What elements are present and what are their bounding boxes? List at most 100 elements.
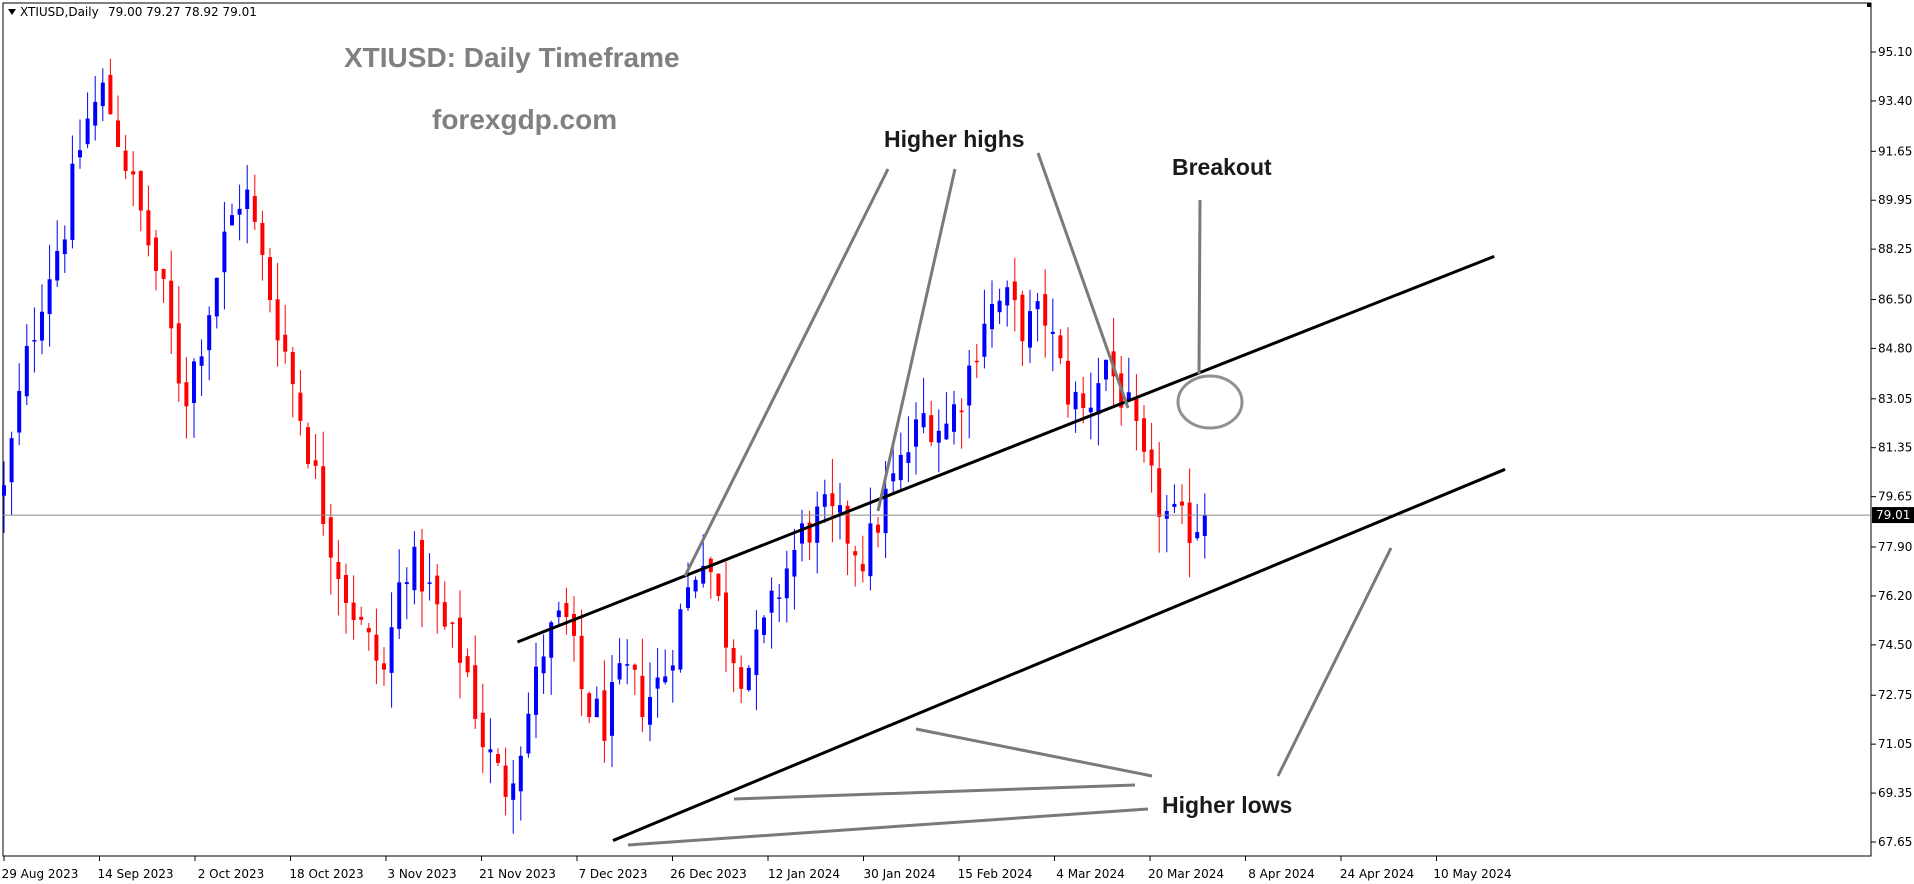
candle-body: [876, 524, 880, 533]
candle: [1088, 372, 1093, 440]
candle-body: [93, 101, 98, 126]
plot-area: [2, 2, 1872, 857]
candle: [762, 615, 766, 644]
candle: [754, 610, 759, 711]
candle: [192, 358, 196, 438]
candle-body: [549, 622, 554, 658]
candle-body: [1180, 501, 1184, 506]
candle-body: [1195, 532, 1200, 539]
y-tick-label: 67.65: [1878, 835, 1912, 849]
candle-body: [807, 522, 812, 543]
breakout-pointer: [1197, 199, 1202, 375]
candle: [290, 346, 295, 418]
candle: [807, 510, 812, 561]
candle: [93, 76, 98, 141]
candle-body: [351, 602, 356, 621]
candle: [252, 174, 257, 230]
candle: [724, 561, 728, 673]
x-tick-label: 20 Mar 2024: [1148, 867, 1224, 881]
candle: [458, 590, 462, 699]
candle: [1172, 484, 1177, 514]
candle: [55, 220, 60, 287]
candle: [480, 683, 485, 774]
candle-body: [1088, 407, 1093, 413]
candle-body: [693, 579, 698, 592]
candle-body: [518, 755, 523, 792]
candle: [351, 575, 356, 640]
candle: [176, 286, 181, 402]
candle: [420, 528, 424, 628]
higher-lows-label: Higher lows: [1162, 792, 1292, 818]
candle-body: [572, 613, 576, 636]
candle: [328, 503, 333, 595]
candle-body: [898, 454, 903, 481]
candle: [1035, 292, 1040, 342]
candle: [731, 639, 736, 693]
candle: [625, 639, 630, 685]
candle-body: [784, 568, 789, 599]
candle-body: [397, 582, 402, 629]
x-tick-label: 7 Dec 2023: [578, 867, 647, 881]
chart-title: XTIUSD: Daily Timeframe: [344, 42, 680, 73]
candle-body: [313, 460, 318, 466]
candle-body: [328, 517, 333, 558]
candle-body: [1172, 503, 1177, 507]
candle-body: [541, 656, 546, 674]
candle: [313, 434, 318, 480]
candle-body: [731, 647, 736, 664]
lower-channel-line: [612, 467, 1506, 842]
candle-body: [1202, 515, 1207, 537]
higher-lows-pointer-3: [627, 807, 1149, 847]
candle: [1187, 468, 1192, 578]
candle-body: [792, 549, 797, 577]
candle: [534, 642, 538, 739]
candle: [1066, 327, 1070, 418]
candle: [670, 649, 675, 703]
symbol-dropdown-icon[interactable]: [8, 9, 16, 15]
candle: [450, 621, 455, 648]
higher-highs-pointer-3: [1036, 152, 1130, 409]
candle-body: [610, 682, 614, 736]
candle-body: [404, 582, 409, 585]
breakout-label: Breakout: [1172, 154, 1272, 180]
candle-body: [252, 195, 257, 222]
candle: [199, 339, 204, 396]
candle: [1142, 405, 1146, 463]
candle-body: [777, 597, 782, 599]
candle-body: [154, 237, 158, 271]
candle: [161, 268, 166, 303]
candle: [100, 68, 105, 122]
candle-body: [344, 575, 348, 603]
candle-body: [556, 610, 561, 618]
candle: [260, 210, 265, 281]
candle-body: [442, 602, 447, 627]
candle: [404, 567, 409, 620]
candle: [374, 608, 379, 685]
candle-body: [678, 609, 683, 670]
y-tick-label: 77.90: [1878, 540, 1912, 554]
candle-body: [914, 419, 918, 447]
candle-body: [1058, 335, 1063, 359]
current-price-box: [1872, 507, 1914, 524]
candle: [389, 592, 394, 708]
candle-body: [1081, 393, 1086, 409]
candle-body: [845, 505, 850, 544]
candle: [496, 748, 500, 767]
x-tick-label: 3 Nov 2023: [387, 867, 456, 881]
candle: [412, 531, 417, 605]
x-tick-label: 24 Apr 2024: [1340, 867, 1414, 881]
candle-body: [1073, 391, 1078, 410]
candle-body: [929, 415, 934, 443]
candle: [427, 553, 432, 601]
candle: [207, 306, 212, 381]
y-tick-label: 71.05: [1878, 737, 1912, 751]
candle-body: [32, 340, 37, 342]
candle-body: [632, 664, 637, 670]
candle: [716, 573, 721, 602]
x-tick-label: 2 Oct 2023: [198, 867, 265, 881]
candle: [435, 564, 440, 634]
candle: [579, 609, 584, 716]
candle: [442, 581, 447, 630]
candle: [518, 746, 523, 821]
